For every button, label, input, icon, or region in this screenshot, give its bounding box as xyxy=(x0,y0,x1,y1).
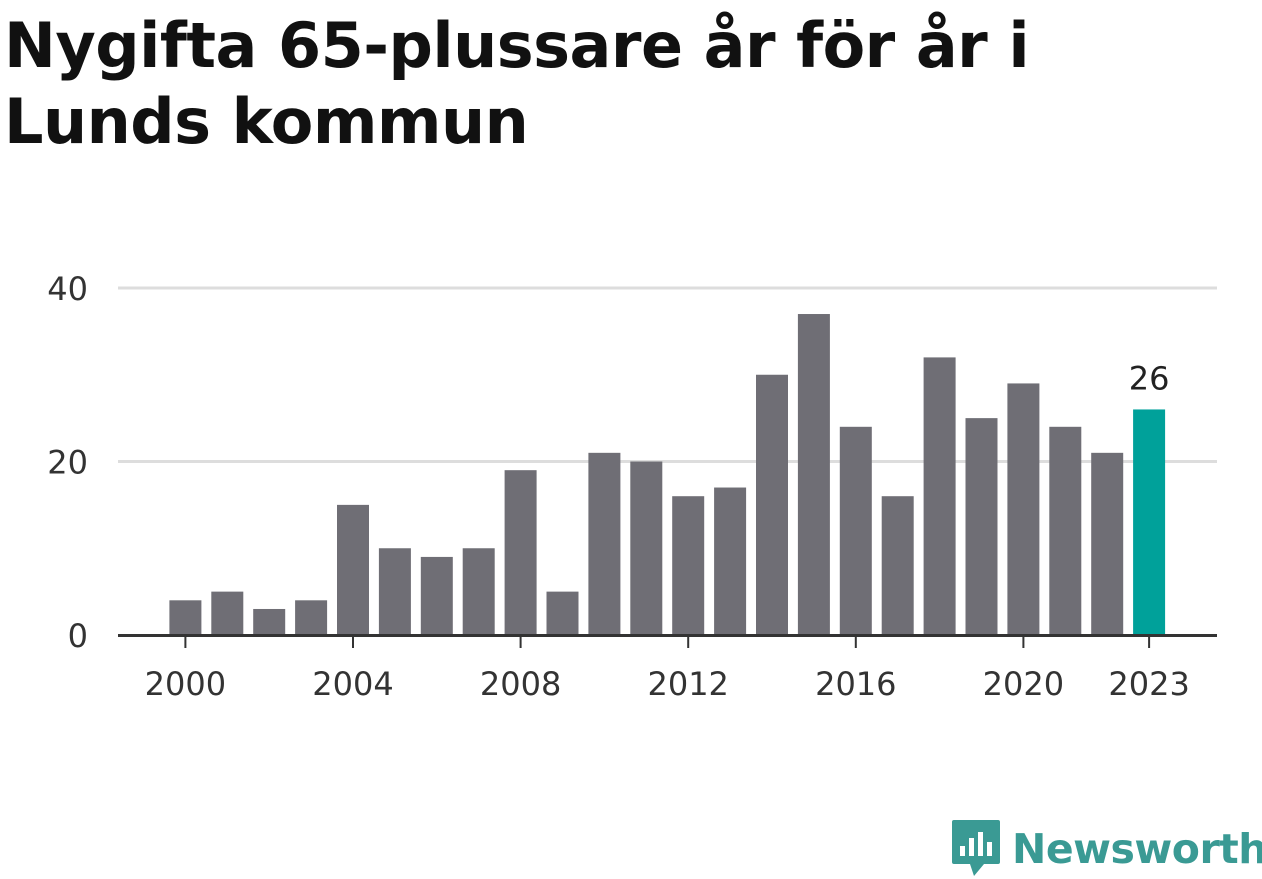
bar-2014 xyxy=(756,374,788,635)
x-tick-label-2016: 2016 xyxy=(815,665,896,703)
bar-2020 xyxy=(1007,383,1040,635)
bar-2013 xyxy=(714,487,747,635)
bar-2019 xyxy=(965,418,998,635)
bar-2006 xyxy=(420,556,453,635)
y-tick-label-0: 0 xyxy=(68,617,88,655)
bar-2003 xyxy=(295,600,328,635)
x-tick-label-2012: 2012 xyxy=(647,665,728,703)
y-tick-label-20: 20 xyxy=(47,444,88,482)
y-tick-label-40: 40 xyxy=(47,270,88,308)
chart-title: Nygifta 65-plussare år för år i Lunds ko… xyxy=(4,9,1030,158)
data-label-2023: 26 xyxy=(1129,359,1170,397)
brand-name: Newsworthy xyxy=(1012,825,1262,873)
x-tick-label-2004: 2004 xyxy=(312,665,393,703)
newsworthy-logo-icon xyxy=(952,820,1000,876)
bar-2017 xyxy=(881,496,914,635)
x-tick-label-2008: 2008 xyxy=(480,665,561,703)
brand-logo: Newsworthy xyxy=(950,818,1262,879)
bar-2000 xyxy=(169,600,202,635)
bar-2008 xyxy=(504,470,537,635)
bar-2018 xyxy=(923,357,956,635)
bar-2016 xyxy=(839,426,872,635)
x-tick-label-2020: 2020 xyxy=(983,665,1064,703)
bar-2002 xyxy=(253,608,286,635)
bar-2023 xyxy=(1133,409,1166,635)
x-tick-label-2000: 2000 xyxy=(145,665,226,703)
bar-2012 xyxy=(672,496,705,635)
bar-2021 xyxy=(1049,426,1082,635)
bar-2007 xyxy=(462,548,495,635)
bar-2015 xyxy=(797,314,830,635)
bar-2009 xyxy=(546,591,579,635)
bar-2004 xyxy=(337,504,369,635)
bar-2022 xyxy=(1091,452,1124,635)
bar-2005 xyxy=(378,548,411,635)
bar-2011 xyxy=(630,461,663,635)
bar-2010 xyxy=(588,452,621,635)
x-tick-label-2023: 2023 xyxy=(1108,665,1189,703)
bar-2001 xyxy=(211,591,244,635)
